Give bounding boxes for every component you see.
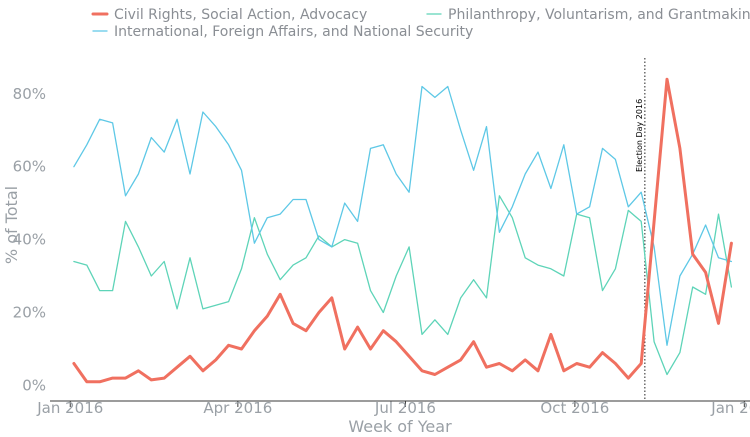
y-tick-label: 0% bbox=[22, 376, 46, 394]
x-tick-label: Jul 2016 bbox=[374, 399, 436, 417]
legend-label: Civil Rights, Social Action, Advocacy bbox=[114, 7, 367, 23]
series-line bbox=[73, 85, 733, 346]
y-axis: 0% 20% 40% 60% 80% bbox=[13, 85, 46, 395]
y-tick-label: 20% bbox=[13, 304, 46, 322]
legend-item: Civil Rights, Social Action, Advocacy bbox=[91, 7, 367, 23]
series-line bbox=[72, 77, 733, 384]
x-tick-label: Jan 2016 bbox=[36, 399, 103, 417]
x-tick-label: Oct 2016 bbox=[540, 399, 609, 417]
legend-item: International, Foreign Affairs, and Nati… bbox=[92, 24, 473, 40]
y-tick-label: 80% bbox=[13, 85, 46, 103]
x-axis-title: Week of Year bbox=[348, 417, 452, 436]
legend-item: Philanthropy, Voluntarism, and Grantmaki… bbox=[426, 7, 750, 23]
y-tick-label: 40% bbox=[13, 231, 46, 249]
y-axis-title: % of Total bbox=[2, 186, 21, 264]
x-tick-label: Jan 2017 bbox=[710, 399, 750, 417]
y-tick-label: 60% bbox=[13, 158, 46, 176]
x-tick-label: Apr 2016 bbox=[203, 399, 272, 417]
annotation-label: Election Day 2016 bbox=[635, 99, 644, 172]
x-axis: Jan 2016 Apr 2016 Jul 2016 Oct 2016 Jan 2017 bbox=[36, 399, 750, 417]
legend-label: Philanthropy, Voluntarism, and Grantmaki… bbox=[448, 7, 750, 23]
series-group bbox=[72, 77, 733, 384]
legend: Civil Rights, Social Action, Advocacy Phi… bbox=[91, 7, 750, 40]
legend-label: International, Foreign Affairs, and Nati… bbox=[114, 24, 473, 40]
series-line bbox=[73, 195, 733, 376]
election-day-annotation: Election Day 2016 bbox=[635, 58, 646, 401]
